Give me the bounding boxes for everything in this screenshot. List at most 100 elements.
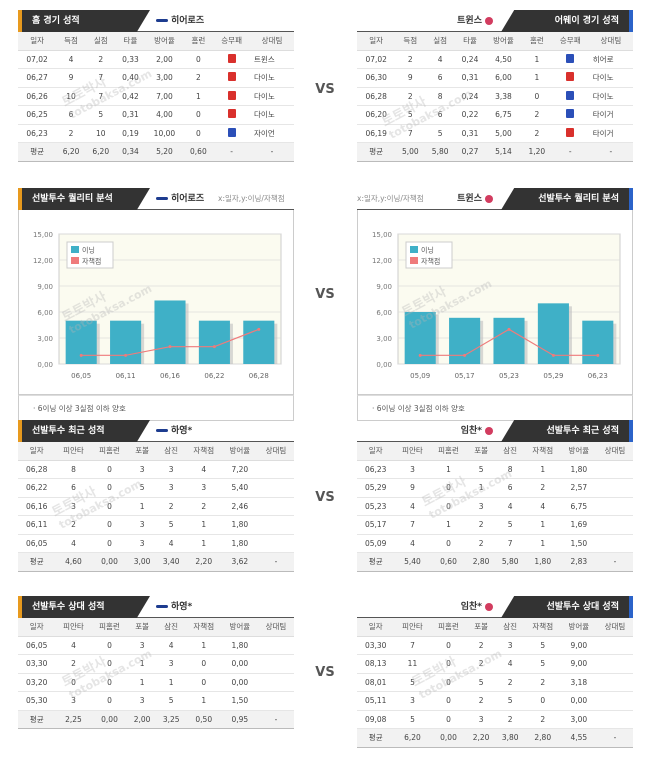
cell-r: 2	[56, 124, 86, 143]
cell: 4	[55, 534, 92, 553]
cell: 8	[495, 460, 525, 479]
cell	[257, 497, 294, 516]
cell: 3,00	[560, 710, 597, 729]
avg-cell: -	[596, 552, 633, 572]
point-earned-runs	[507, 327, 511, 331]
cell: 0	[430, 478, 467, 498]
cell-ra: 6	[425, 68, 456, 88]
column-header: 삼진	[495, 442, 525, 461]
pitcher-recent-left-panel: 선발투수 최근 성적 하영* 일자 피안타 피홈런 포볼 삼진 자책점 방어율 상대팀 06,…	[18, 420, 294, 572]
cell-avg: 0,22	[455, 105, 485, 125]
cell: 03,30	[18, 654, 56, 674]
cell: 3	[156, 460, 186, 479]
column-header: 포볼	[127, 618, 157, 637]
cell-result	[213, 87, 251, 106]
cell-r: 4	[56, 50, 86, 69]
cell: 3	[495, 636, 525, 655]
cell: 03,30	[357, 636, 395, 655]
cell: 5	[524, 654, 561, 674]
cell: 1,80	[221, 515, 258, 535]
pitcher-vs-right-table: 일자 피안타 피홈런 포볼 삼진 자책점 방어율 상대팀 03,30 7 0 2 3 5 9,00 08,1…	[357, 618, 633, 748]
cell	[257, 636, 294, 655]
pitcher-recent-right-name: 임찬*	[461, 420, 493, 442]
cell: 3	[127, 636, 157, 655]
y-tick-label: 6,00	[37, 309, 53, 317]
cell: 1	[524, 460, 561, 479]
point-earned-runs	[124, 353, 128, 357]
avg-label: 평균	[18, 142, 57, 162]
loss-badge-icon	[227, 109, 236, 119]
cell: 5	[495, 515, 525, 535]
cell: 0	[524, 691, 561, 711]
cell-hr: 1	[521, 50, 552, 69]
cell: 06,28	[18, 460, 56, 479]
column-header: 일자	[18, 442, 56, 461]
cell: 1,80	[221, 636, 258, 655]
cell: 05,09	[357, 534, 395, 553]
column-header: 방어율	[221, 442, 258, 461]
cell-date: 06,30	[357, 68, 396, 88]
cell: 5	[495, 691, 525, 711]
quality-right-header: x:일자,y:이닝/자책점 트윈스 선발투수 퀄리티 분석	[357, 188, 633, 210]
avg-cell: 3,00	[127, 552, 157, 572]
x-tick-label: 06,22	[204, 372, 224, 380]
pitcher-vs-right-header: 임찬* 선발투수 상대 성적	[357, 596, 633, 618]
cell-opponent: 다이노	[588, 68, 633, 88]
cell-ra: 10	[85, 124, 116, 143]
cell	[257, 534, 294, 553]
cell-opponent: 다이노	[588, 87, 633, 106]
cell-r: 2	[395, 87, 426, 106]
cell-avg: 0,24	[455, 50, 485, 69]
average-row: 평균 6,20 6,20 0,34 5,20 0,60- -	[18, 142, 294, 162]
cell-ra: 2	[85, 50, 116, 69]
cell	[596, 710, 633, 729]
quality-left-header: 선발투수 퀄리티 분석 히어로즈 x:일자,y:이닝/자책점	[18, 188, 294, 210]
cell: 2	[185, 497, 222, 516]
cell	[596, 691, 633, 711]
cell: 4	[524, 497, 561, 516]
table-row: 03,20 0 0 1 1 0 0,00	[18, 673, 294, 692]
cell: 1	[185, 691, 222, 711]
home-record-panel: 홈 경기 성적 히어로즈 일자 득점 실점 타율 방어율 홈런 승무패 상대팀 07,02 4 2…	[18, 10, 294, 162]
cell: 0	[91, 515, 128, 535]
cell	[596, 478, 633, 498]
x-tick-label: 06,28	[249, 372, 269, 380]
cell: 11	[394, 654, 431, 674]
avg-res: -	[213, 142, 251, 162]
column-header: 포볼	[466, 442, 496, 461]
quality-right-panel: x:일자,y:이닝/자책점 트윈스 선발투수 퀄리티 분석 0,00 3,00 6,…	[357, 188, 633, 421]
avg-cell: 1,80	[524, 552, 561, 572]
cell-avg: 0,24	[455, 87, 485, 106]
pitcher-vs-left-panel: 선발투수 상대 성적 하영* 일자 피안타 피홈런 포볼 삼진 자책점 방어율 상대팀 06,…	[18, 596, 294, 729]
column-header: 상대팀	[257, 618, 294, 637]
cell: 8	[55, 460, 92, 479]
table-row: 05,23 4 0 3 4 4 6,75	[357, 497, 633, 516]
column-header: 자책점	[185, 442, 222, 461]
cell: 2	[466, 534, 496, 553]
loss-badge-icon	[227, 72, 236, 82]
cell-r: 9	[395, 68, 426, 88]
cell: 9	[394, 478, 431, 498]
table-row: 06,27 9 7 0,40 3,00 2 다이노	[18, 68, 294, 88]
cell-era: 4,50	[484, 50, 522, 69]
cell-hr: 2	[521, 105, 552, 125]
table-row: 06,26 10 7 0,42 7,00 1 다이노	[18, 87, 294, 106]
bar-innings	[65, 320, 97, 364]
cell: 0	[185, 673, 222, 692]
cell	[257, 460, 294, 479]
cell-era: 2,00	[145, 50, 184, 69]
cell: 05,23	[357, 497, 395, 516]
table-row: 06,11 2 0 3 5 1 1,80	[18, 515, 294, 535]
table-row: 05,30 3 0 3 5 1 1,50	[18, 691, 294, 711]
cell-opponent: 타이거	[588, 124, 633, 143]
win-badge-icon	[566, 53, 575, 63]
cell-hr: 0	[183, 50, 214, 69]
cell-avg: 0,31	[115, 105, 146, 125]
away-record-table: 일자 득점 실점 타율 방어율 홈런 승무패 상대팀 07,02 2 4 0,24 4,50 1 히어로 0…	[357, 32, 633, 162]
twins-logo-icon	[485, 16, 493, 25]
column-header: 방어율	[560, 618, 597, 637]
column-header: 삼진	[156, 618, 186, 637]
bar-innings	[154, 300, 186, 364]
avg-cell: 5,40	[394, 552, 431, 572]
